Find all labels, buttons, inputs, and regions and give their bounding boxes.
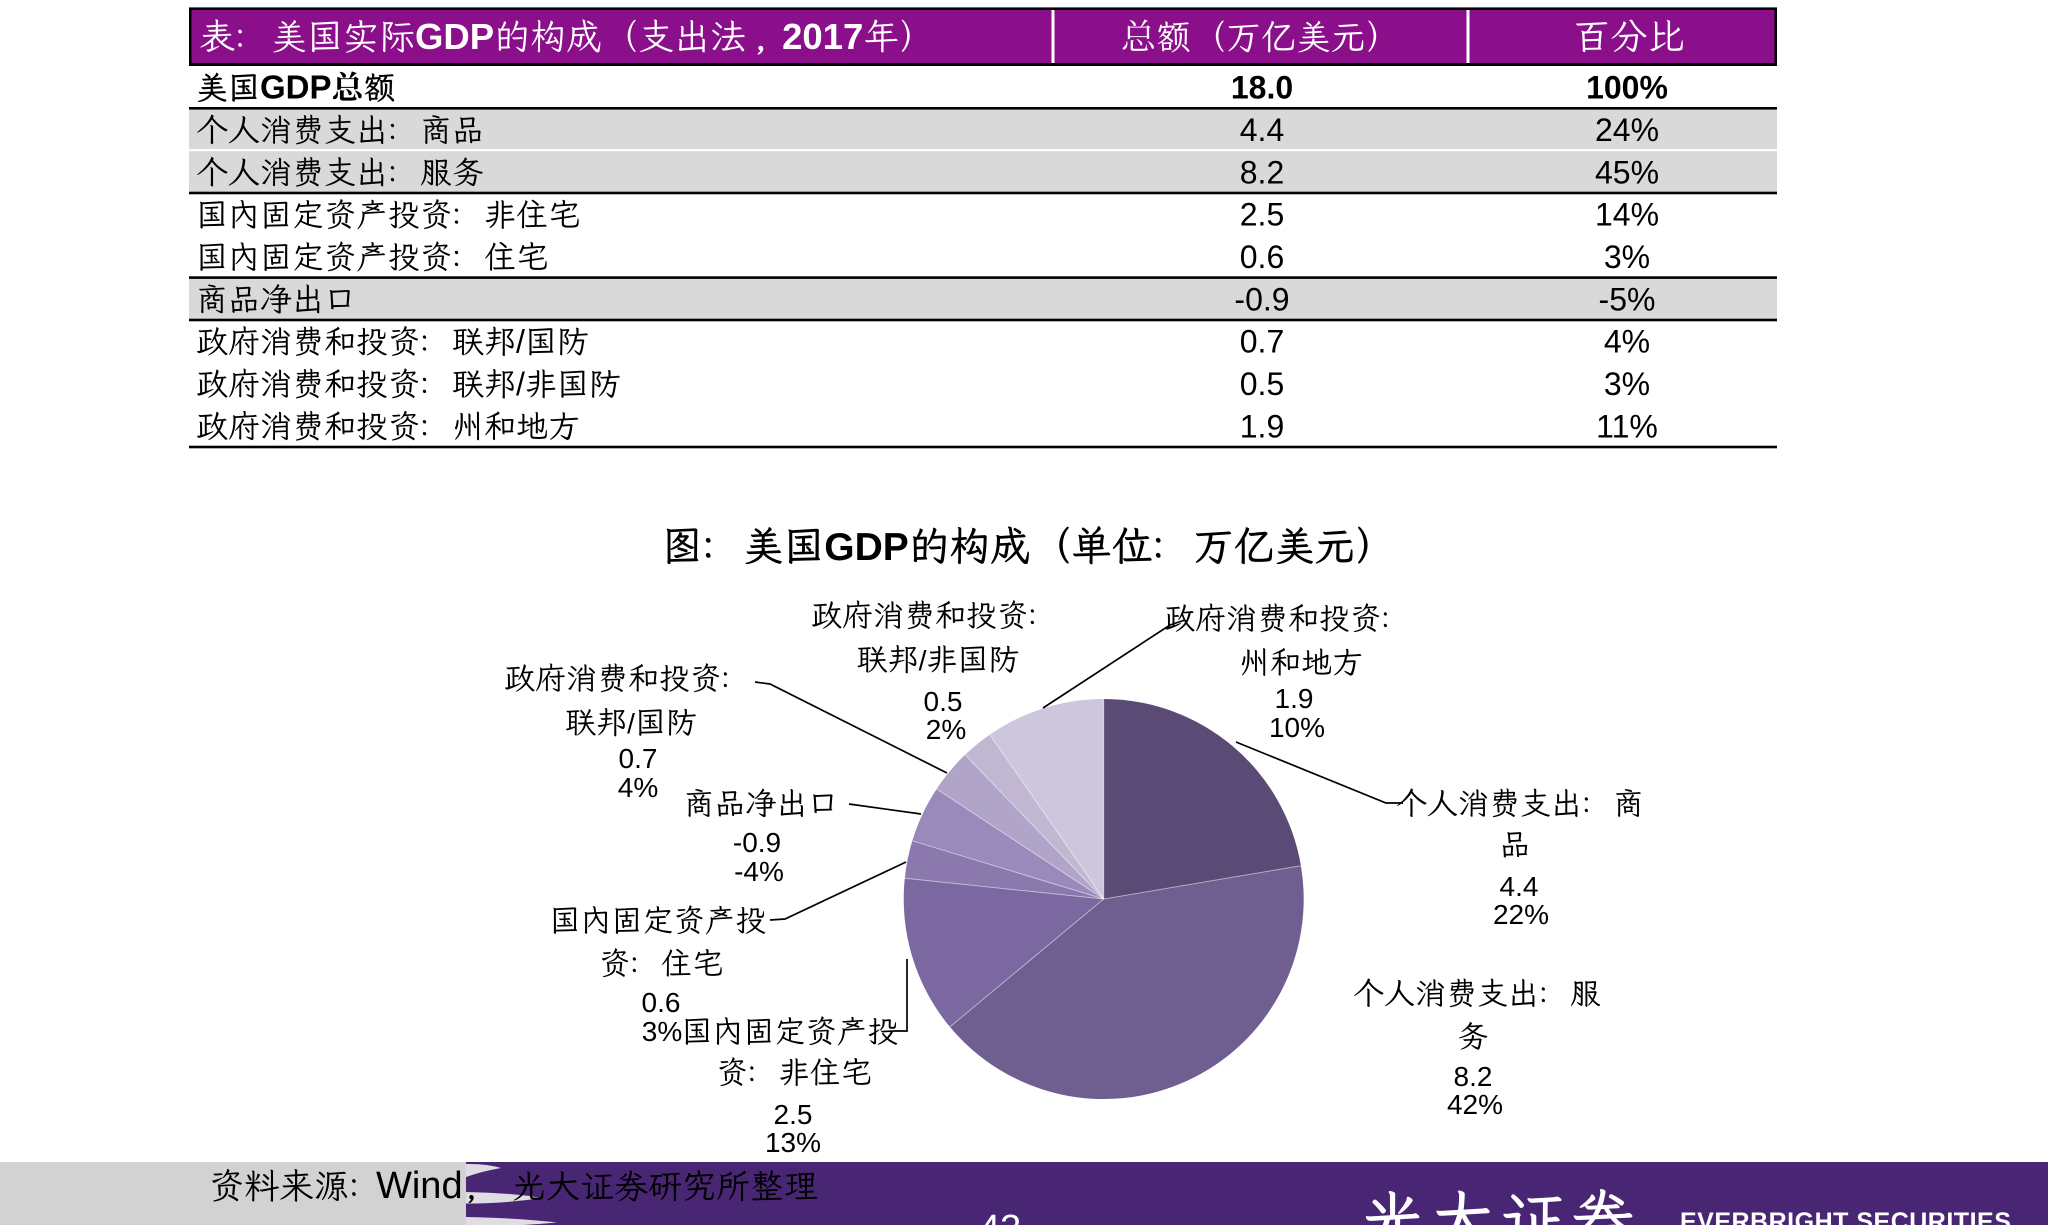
svg-text:0.6: 0.6	[1240, 239, 1284, 275]
svg-text:-0.9: -0.9	[733, 827, 781, 858]
svg-text:100%: 100%	[1586, 70, 1668, 106]
svg-text:1.9: 1.9	[1275, 683, 1314, 714]
svg-text:/: /	[516, 324, 525, 360]
svg-text:4%: 4%	[1604, 324, 1650, 360]
svg-text:43: 43	[979, 1208, 1021, 1225]
svg-text:18.0: 18.0	[1231, 70, 1293, 106]
svg-text:0.7: 0.7	[1240, 324, 1284, 360]
svg-text:4%: 4%	[618, 772, 658, 803]
svg-text:0.7: 0.7	[619, 743, 658, 774]
svg-text:3%: 3%	[1604, 366, 1650, 402]
svg-text:Wind: Wind	[376, 1165, 463, 1207]
svg-text:11%: 11%	[1596, 408, 1658, 444]
svg-text:/: /	[919, 645, 927, 676]
svg-text:1.9: 1.9	[1240, 408, 1284, 444]
svg-text:3%: 3%	[1604, 239, 1650, 275]
svg-text:4.4: 4.4	[1240, 112, 1284, 148]
svg-text:8.2: 8.2	[1240, 154, 1284, 190]
svg-text:GDP: GDP	[260, 69, 332, 106]
svg-text:2.5: 2.5	[1240, 197, 1284, 233]
svg-text:EVERBRIGHT SECURITIES: EVERBRIGHT SECURITIES	[1680, 1208, 2011, 1225]
svg-text:/: /	[627, 708, 635, 739]
svg-text:22%: 22%	[1493, 899, 1549, 930]
svg-text:14%: 14%	[1595, 197, 1659, 233]
svg-text:24%: 24%	[1595, 112, 1659, 148]
svg-text:4.4: 4.4	[1500, 871, 1539, 902]
svg-text:0.6: 0.6	[642, 987, 681, 1018]
svg-text:0.5: 0.5	[1240, 366, 1284, 402]
svg-text:-0.9: -0.9	[1234, 281, 1289, 317]
svg-text:45%: 45%	[1595, 154, 1659, 190]
svg-text:8.2: 8.2	[1454, 1061, 1493, 1092]
svg-text:13%: 13%	[765, 1127, 821, 1158]
svg-text:2017: 2017	[782, 16, 863, 57]
svg-text:-4%: -4%	[734, 856, 784, 887]
svg-text:0.5: 0.5	[924, 686, 963, 717]
svg-text:2%: 2%	[926, 714, 966, 745]
svg-text:2.5: 2.5	[774, 1099, 813, 1130]
svg-text:/: /	[516, 366, 525, 402]
svg-text:-5%: -5%	[1599, 281, 1656, 317]
svg-text:3%: 3%	[642, 1016, 682, 1047]
svg-text:GDP: GDP	[415, 16, 494, 57]
svg-text:42%: 42%	[1447, 1089, 1503, 1120]
svg-text:10%: 10%	[1269, 712, 1325, 743]
svg-text:GDP: GDP	[824, 526, 909, 569]
